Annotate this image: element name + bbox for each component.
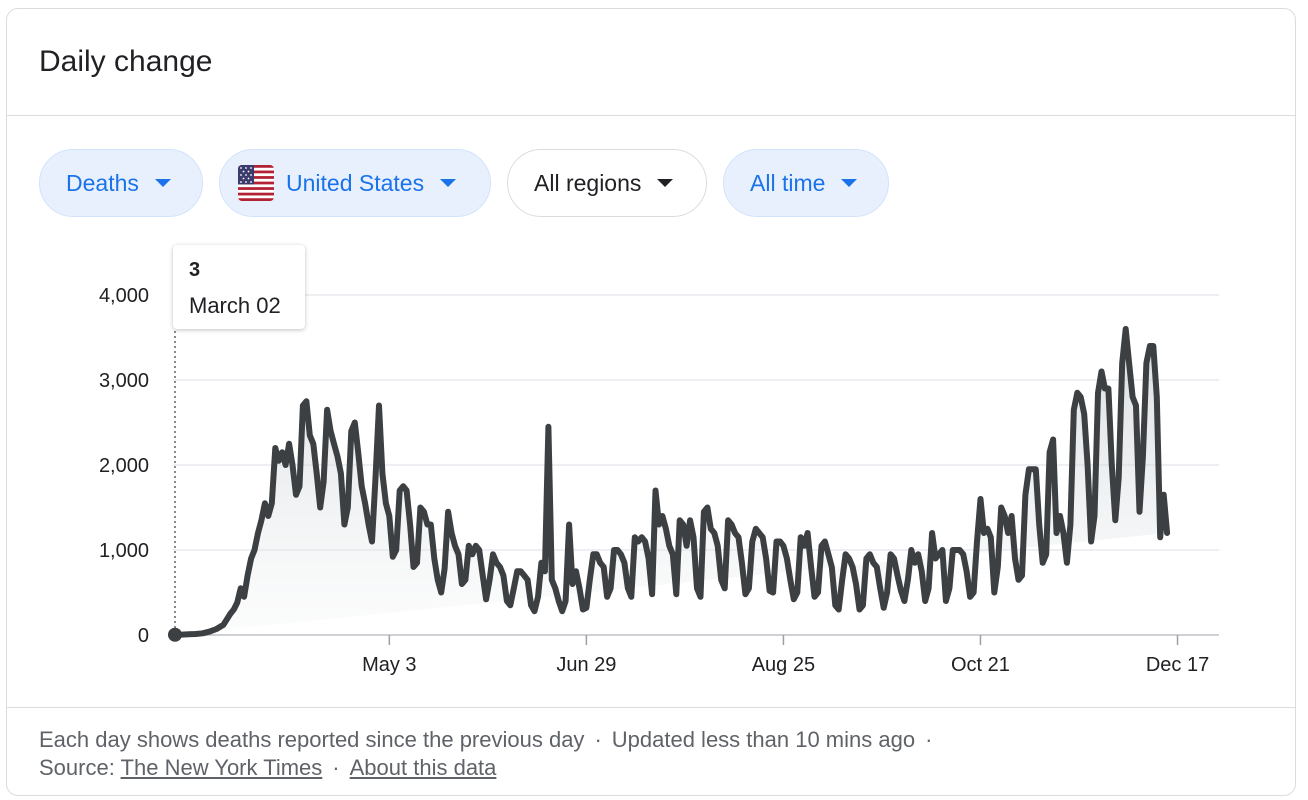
separator-dot: · [594, 727, 602, 752]
metric-dropdown[interactable]: Deaths [39, 149, 203, 217]
footer-note: Each day shows deaths reported since the… [39, 727, 585, 752]
caret-down-icon [440, 179, 457, 187]
source-link[interactable]: The New York Times [120, 755, 323, 780]
daily-change-card: Daily change Deaths [6, 8, 1296, 796]
hover-point [168, 627, 182, 642]
y-tick-label: 0 [138, 625, 149, 647]
x-tick-label: Jun 29 [556, 654, 616, 676]
footer-source-line: Source: The New York Times · About this da… [39, 755, 496, 781]
caret-down-icon [841, 179, 858, 187]
separator-dot: · [925, 727, 933, 752]
time-label: All time [750, 169, 826, 196]
footer-updated: Updated less than 10 mins ago [611, 727, 916, 752]
time-range-dropdown[interactable]: All time [723, 149, 889, 217]
region-dropdown[interactable]: All regions [507, 149, 707, 217]
x-tick-label: Oct 21 [951, 654, 1010, 676]
source-label: Source: [39, 755, 115, 780]
about-data-link[interactable]: About this data [349, 755, 497, 780]
card-title: Daily change [39, 45, 213, 78]
x-tick-label: May 3 [362, 654, 416, 676]
header-divider [7, 115, 1295, 116]
caret-down-icon [657, 179, 674, 187]
caret-down-icon [154, 179, 171, 187]
separator-dot: · [332, 755, 340, 780]
tooltip-date: March 02 [189, 293, 281, 318]
region-label: All regions [534, 169, 642, 196]
y-tick-label: 2,000 [99, 455, 149, 477]
y-tick-label: 3,000 [99, 370, 149, 392]
daily-deaths-chart[interactable]: 0 1,000 2,000 3,000 4,000 May 3 Jun 29 Aug 25 O… [7, 9, 1296, 709]
y-tick-label: 4,000 [99, 285, 149, 307]
footer-note-line: Each day shows deaths reported since the… [39, 727, 942, 753]
x-tick-label: Dec 17 [1146, 654, 1209, 676]
tooltip-value: 3 [189, 259, 201, 281]
footer-divider [7, 707, 1295, 708]
us-flag-icon [238, 165, 274, 201]
chart-series-line [172, 326, 1171, 638]
y-tick-label: 1,000 [99, 540, 149, 562]
country-dropdown[interactable]: United States [219, 149, 491, 217]
metric-label: Deaths [66, 169, 139, 196]
chart-area-fill [175, 329, 1168, 635]
country-label: United States [286, 169, 425, 196]
x-tick-label: Aug 25 [752, 654, 815, 676]
data-tooltip: 3 March 02 [173, 245, 305, 329]
